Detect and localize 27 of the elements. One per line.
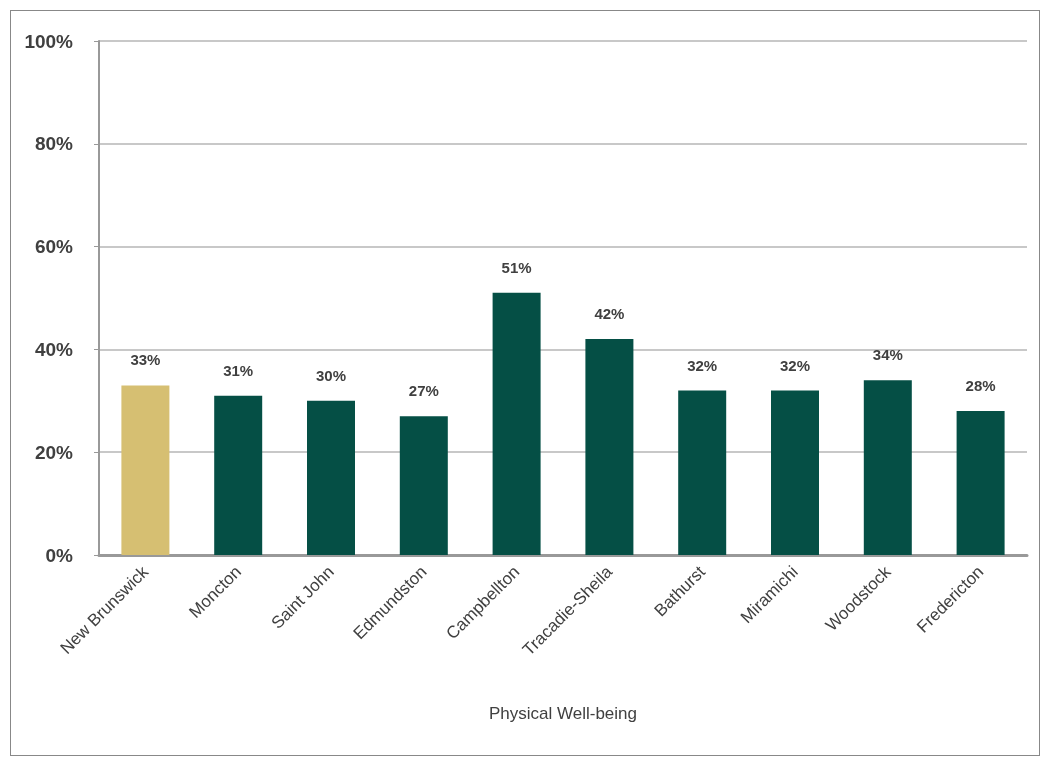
data-label: 32% bbox=[779, 356, 811, 374]
data-label: 27% bbox=[408, 382, 439, 400]
data-label: 33% bbox=[130, 351, 161, 369]
bar bbox=[585, 339, 634, 555]
bar bbox=[307, 400, 355, 555]
bar bbox=[214, 395, 263, 555]
bar bbox=[956, 411, 1005, 555]
bar bbox=[399, 416, 448, 555]
bar bbox=[492, 292, 541, 555]
data-label: 42% bbox=[594, 305, 625, 323]
x-axis-title: Physical Well-being bbox=[488, 704, 638, 723]
y-tick-label: 0% bbox=[45, 544, 74, 566]
y-tick-label: 60% bbox=[34, 236, 74, 258]
bar bbox=[771, 390, 819, 555]
bar bbox=[678, 390, 727, 555]
data-label: 34% bbox=[872, 346, 903, 364]
data-label: 51% bbox=[501, 258, 532, 276]
bar bbox=[863, 380, 912, 555]
y-tick-label: 80% bbox=[34, 133, 74, 155]
y-tick-label: 20% bbox=[34, 441, 74, 463]
bar bbox=[121, 385, 170, 555]
data-label: 30% bbox=[315, 366, 347, 384]
y-tick-label: 100% bbox=[24, 30, 74, 52]
data-label: 32% bbox=[687, 356, 718, 374]
data-label: 28% bbox=[965, 377, 996, 395]
y-tick-label: 40% bbox=[34, 338, 74, 360]
data-label: 31% bbox=[223, 361, 254, 379]
